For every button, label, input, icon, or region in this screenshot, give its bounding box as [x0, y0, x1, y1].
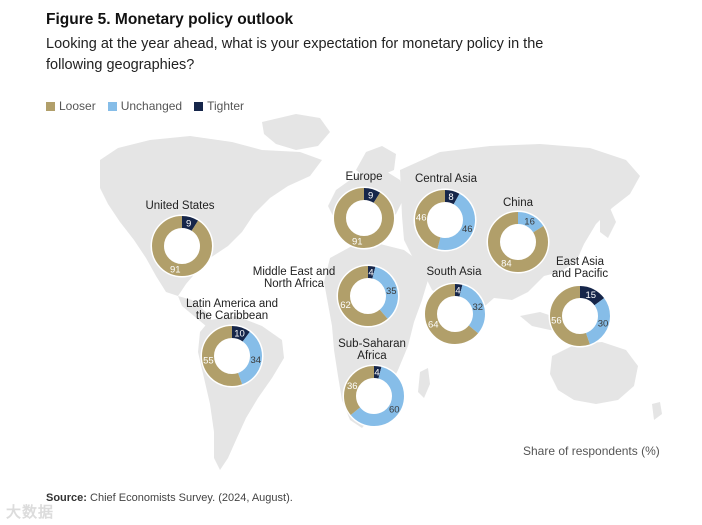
region-label: Latin America and	[186, 298, 278, 310]
donut-central-asia: 8 46 46 Central Asia	[413, 173, 478, 252]
legend-item-unchanged: Unchanged	[107, 99, 183, 113]
japan-shape	[600, 208, 616, 238]
data-label-looser: 62	[340, 300, 351, 311]
australia-shape	[550, 342, 638, 404]
donut-south-asia: 4 32 64 South Asia	[423, 266, 487, 346]
scandinavia-shape	[356, 146, 396, 176]
legend-swatch-unchanged	[107, 101, 117, 111]
chart-subtitle: Looking at the year ahead, what is your …	[46, 36, 544, 73]
madagascar-shape	[418, 368, 430, 398]
source-text: Chief Economists Survey. (2024, August).	[86, 492, 293, 504]
region-label: Africa	[357, 350, 387, 362]
region-label: North Africa	[264, 278, 325, 290]
region-label: Sub-Saharan	[338, 338, 406, 350]
region-label: Central Asia	[415, 173, 478, 185]
data-label-looser: 36	[347, 381, 358, 392]
region-label: Middle East and	[253, 266, 335, 278]
donut-segment-looser	[344, 366, 404, 426]
data-label-tighter: 8	[448, 192, 453, 203]
region-label: East Asia	[556, 256, 605, 268]
region-label: South Asia	[427, 266, 483, 278]
source-label: Source:	[46, 492, 87, 504]
data-label-looser: 84	[501, 258, 512, 269]
donut-segment-unchanged	[415, 190, 475, 250]
donut-segment-looser	[425, 284, 485, 344]
donut-segment-looser	[415, 190, 475, 250]
donut-segment-unchanged	[425, 284, 485, 344]
region-label: United States	[145, 200, 214, 212]
donut-segment-looser	[338, 266, 398, 326]
legend-label-unchanged: Unchanged	[120, 99, 183, 113]
data-label-looser: 56	[551, 316, 562, 327]
donut-segment-unchanged	[550, 286, 610, 346]
data-label-tighter: 4	[374, 368, 379, 379]
source-note: Source: Chief Economists Survey. (2024, …	[46, 492, 293, 504]
data-label-unchanged: 32	[473, 302, 484, 313]
data-label-tighter: 4	[368, 268, 373, 279]
data-label-unchanged: 30	[598, 318, 609, 329]
data-label-looser: 64	[428, 320, 439, 331]
donut-segment-looser	[550, 286, 610, 346]
legend-label-looser: Looser	[59, 99, 96, 113]
greenland-shape	[262, 114, 330, 150]
donut-united-states: 9 91 United States	[145, 200, 215, 278]
donut-segment-looser	[202, 326, 262, 386]
donut-segment-looser	[334, 188, 394, 248]
region-label: Europe	[345, 171, 382, 183]
data-label-unchanged: 16	[524, 216, 535, 227]
legend-label-tighter: Tighter	[207, 99, 244, 113]
central-america-shape	[178, 296, 214, 326]
data-label-unchanged: 34	[251, 355, 262, 366]
new-zealand-shape	[652, 402, 662, 420]
donut-segment-unchanged	[202, 326, 262, 386]
donut-segment-looser	[488, 212, 548, 272]
data-label-unchanged: 35	[386, 286, 397, 297]
legend-swatch-tighter	[194, 101, 204, 111]
donut-segment-looser	[152, 216, 212, 276]
data-label-looser: 55	[203, 356, 214, 367]
data-label-looser: 91	[170, 264, 181, 275]
donut-europe: 9 91 Europe	[332, 171, 396, 250]
chart-title: Figure 5. Monetary policy outlook	[46, 11, 294, 28]
donut-segment-unchanged	[344, 366, 404, 426]
donut-layer: 9 91 United States 9 91 Europe 8 46 46 Central As…	[145, 171, 612, 428]
data-label-unchanged: 46	[462, 224, 473, 235]
legend-item-tighter: Tighter	[194, 99, 244, 113]
data-label-tighter: 15	[586, 290, 597, 301]
data-label-unchanged: 60	[389, 404, 400, 415]
data-label-looser: 91	[352, 236, 363, 247]
legend: Looser Unchanged Tighter	[46, 99, 244, 113]
region-label: the Caribbean	[196, 310, 268, 322]
region-label: and Pacific	[552, 268, 609, 280]
region-label: China	[503, 197, 534, 209]
data-label-tighter: 10	[234, 329, 245, 340]
watermark-logo: 大数据	[6, 504, 55, 521]
unit-note: Share of respondents (%)	[523, 444, 660, 458]
legend-swatch-looser	[46, 101, 55, 111]
legend-item-looser: Looser	[46, 99, 96, 113]
donut-china: 16 84 China	[486, 197, 550, 274]
data-label-tighter: 4	[455, 286, 460, 297]
data-label-tighter: 9	[186, 218, 191, 229]
donut-segment-unchanged	[338, 266, 398, 326]
data-label-tighter: 9	[368, 190, 373, 201]
data-label-looser: 46	[416, 212, 427, 223]
